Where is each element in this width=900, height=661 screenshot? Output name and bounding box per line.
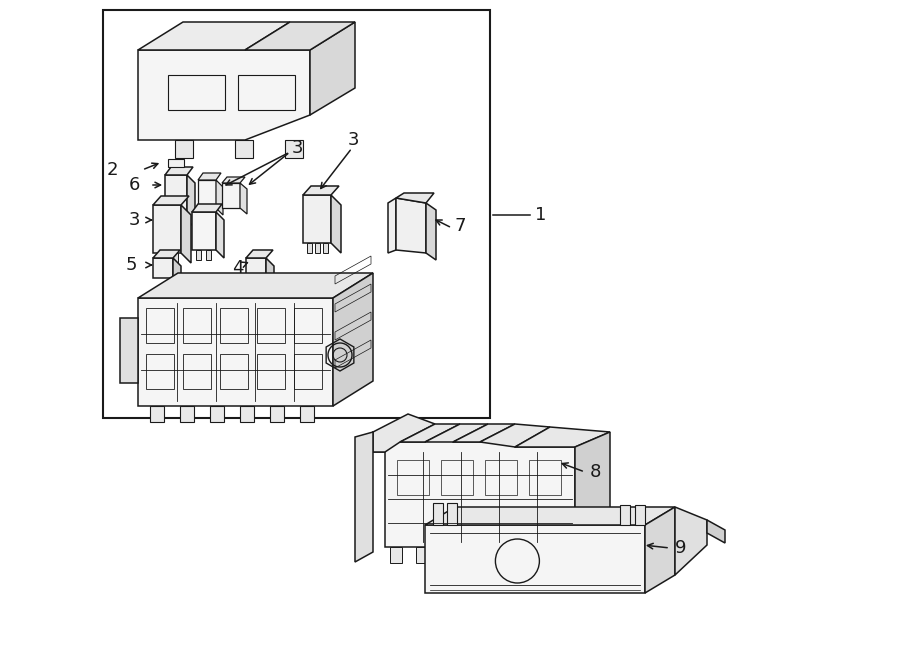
Polygon shape: [285, 140, 303, 158]
Text: 1: 1: [535, 206, 546, 224]
Polygon shape: [246, 258, 266, 278]
Polygon shape: [240, 406, 254, 422]
Polygon shape: [196, 250, 201, 260]
Polygon shape: [150, 406, 164, 422]
Polygon shape: [388, 198, 396, 253]
Polygon shape: [245, 22, 355, 50]
Polygon shape: [192, 212, 216, 250]
Polygon shape: [181, 205, 191, 263]
Polygon shape: [310, 22, 355, 115]
Polygon shape: [300, 406, 314, 422]
Polygon shape: [198, 173, 221, 180]
Polygon shape: [620, 505, 630, 525]
Polygon shape: [235, 140, 253, 158]
Polygon shape: [173, 258, 181, 286]
Polygon shape: [168, 159, 184, 167]
Polygon shape: [153, 250, 180, 258]
Polygon shape: [396, 198, 426, 253]
Polygon shape: [425, 507, 675, 525]
Polygon shape: [425, 525, 645, 593]
Polygon shape: [323, 243, 328, 253]
Polygon shape: [153, 205, 181, 253]
Polygon shape: [180, 406, 194, 422]
Text: 7: 7: [455, 217, 466, 235]
Text: 3: 3: [348, 131, 359, 149]
Polygon shape: [331, 195, 341, 253]
Polygon shape: [707, 520, 725, 543]
Polygon shape: [426, 203, 436, 260]
Polygon shape: [307, 243, 312, 253]
Polygon shape: [675, 507, 707, 575]
Polygon shape: [222, 183, 240, 208]
Polygon shape: [373, 414, 435, 452]
Polygon shape: [153, 196, 189, 205]
Polygon shape: [240, 183, 247, 214]
Polygon shape: [120, 318, 138, 383]
Polygon shape: [173, 253, 178, 263]
Polygon shape: [303, 195, 331, 243]
Polygon shape: [400, 424, 460, 442]
Text: 4: 4: [232, 259, 244, 277]
Polygon shape: [198, 180, 216, 208]
Polygon shape: [416, 547, 428, 563]
Text: 6: 6: [129, 176, 140, 194]
Text: 3: 3: [129, 211, 140, 229]
Polygon shape: [187, 175, 195, 228]
Polygon shape: [494, 547, 506, 563]
Polygon shape: [390, 547, 402, 563]
Polygon shape: [373, 432, 575, 547]
Polygon shape: [153, 258, 173, 278]
Polygon shape: [222, 177, 245, 183]
Polygon shape: [210, 406, 224, 422]
Polygon shape: [165, 253, 170, 263]
Text: 5: 5: [125, 256, 137, 274]
Polygon shape: [303, 186, 339, 195]
Polygon shape: [270, 406, 284, 422]
Polygon shape: [138, 22, 290, 50]
Polygon shape: [138, 273, 373, 298]
Text: 2: 2: [106, 161, 118, 179]
Polygon shape: [333, 273, 373, 406]
Polygon shape: [216, 212, 224, 258]
Polygon shape: [179, 220, 185, 230]
Text: 9: 9: [675, 539, 687, 557]
Polygon shape: [175, 140, 193, 158]
Polygon shape: [447, 503, 457, 525]
Polygon shape: [433, 503, 443, 525]
Polygon shape: [206, 250, 211, 260]
Polygon shape: [520, 547, 532, 563]
Polygon shape: [546, 547, 558, 563]
Polygon shape: [216, 180, 223, 215]
Text: 8: 8: [590, 463, 601, 481]
Polygon shape: [480, 424, 550, 447]
Polygon shape: [138, 50, 310, 140]
Polygon shape: [192, 204, 222, 212]
Polygon shape: [355, 432, 373, 562]
Polygon shape: [468, 547, 480, 563]
Polygon shape: [157, 253, 162, 263]
Polygon shape: [169, 220, 175, 230]
Polygon shape: [453, 424, 515, 442]
Polygon shape: [425, 424, 488, 442]
Polygon shape: [575, 432, 610, 547]
Polygon shape: [396, 193, 434, 203]
Polygon shape: [103, 10, 490, 418]
Polygon shape: [165, 167, 193, 175]
Polygon shape: [442, 547, 454, 563]
Polygon shape: [165, 175, 187, 220]
Polygon shape: [246, 250, 273, 258]
Polygon shape: [315, 243, 320, 253]
Text: 3: 3: [292, 139, 303, 157]
Polygon shape: [266, 258, 274, 286]
Polygon shape: [138, 298, 333, 406]
Polygon shape: [515, 427, 610, 447]
Polygon shape: [645, 507, 675, 593]
Polygon shape: [635, 505, 645, 525]
